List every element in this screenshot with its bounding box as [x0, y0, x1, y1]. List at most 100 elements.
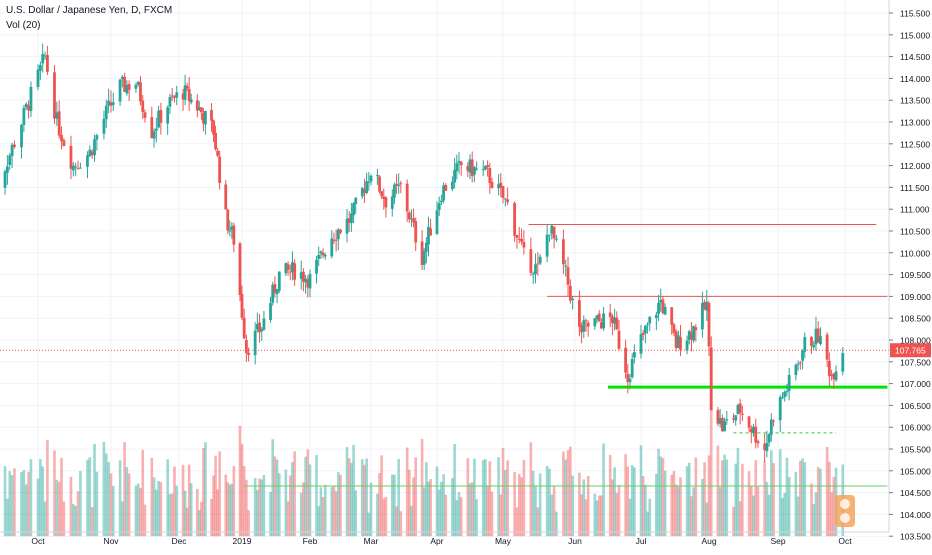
candle-body[interactable]	[690, 332, 693, 340]
candle-body[interactable]	[816, 328, 820, 343]
candle-body[interactable]	[308, 273, 312, 289]
candle-body[interactable]	[641, 332, 645, 335]
candle-body[interactable]	[382, 196, 386, 199]
candle-body[interactable]	[125, 84, 129, 94]
candle-body[interactable]	[319, 251, 323, 254]
candle-body[interactable]	[159, 109, 163, 123]
candle-body[interactable]	[216, 150, 220, 156]
candle-body[interactable]	[354, 197, 358, 205]
candle-body[interactable]	[201, 112, 205, 124]
candle-body[interactable]	[654, 314, 658, 319]
candle-body[interactable]	[611, 316, 614, 324]
candle-body[interactable]	[626, 373, 630, 383]
candle-body[interactable]	[378, 176, 381, 192]
candle-body[interactable]	[613, 317, 616, 324]
candle-body[interactable]	[459, 161, 463, 166]
candle-body[interactable]	[584, 320, 588, 322]
candle-body[interactable]	[663, 307, 667, 315]
candle-body[interactable]	[199, 107, 203, 113]
candle-body[interactable]	[798, 362, 802, 364]
candle-body[interactable]	[841, 353, 845, 372]
candle-body[interactable]	[299, 272, 303, 279]
candle-body[interactable]	[260, 329, 264, 332]
candle-body[interactable]	[321, 252, 325, 256]
candle-body[interactable]	[43, 55, 47, 57]
candle-body[interactable]	[615, 317, 619, 330]
candle-body[interactable]	[363, 189, 366, 194]
candle-body[interactable]	[812, 345, 816, 348]
candle-body[interactable]	[247, 352, 250, 355]
candle-body[interactable]	[534, 264, 537, 275]
candle-body[interactable]	[515, 234, 519, 238]
candle-body[interactable]	[473, 167, 476, 175]
candle-body[interactable]	[497, 184, 500, 189]
candle-body[interactable]	[330, 238, 334, 257]
candle-body[interactable]	[814, 328, 818, 345]
candle-body[interactable]	[732, 418, 735, 420]
candle-body[interactable]	[57, 111, 61, 136]
candle-body[interactable]	[659, 299, 663, 303]
candle-body[interactable]	[736, 404, 740, 415]
candle-body[interactable]	[787, 375, 791, 391]
candle-body[interactable]	[380, 191, 384, 197]
candle-body[interactable]	[506, 199, 510, 203]
candle-body[interactable]	[783, 391, 787, 397]
candle-body[interactable]	[442, 185, 445, 201]
candle-body[interactable]	[772, 420, 775, 422]
candle-body[interactable]	[709, 347, 713, 411]
candle-body[interactable]	[617, 330, 621, 349]
candle-body[interactable]	[600, 322, 603, 329]
candle-body[interactable]	[734, 415, 738, 421]
candle-body[interactable]	[86, 155, 89, 167]
candle-body[interactable]	[628, 378, 632, 383]
candle-body[interactable]	[769, 419, 773, 435]
candle-body[interactable]	[275, 289, 279, 295]
candle-body[interactable]	[107, 100, 111, 106]
candle-body[interactable]	[336, 229, 340, 240]
candle-body[interactable]	[334, 239, 338, 241]
candle-body[interactable]	[286, 264, 290, 270]
candle-body[interactable]	[109, 102, 113, 106]
candle-body[interactable]	[195, 100, 199, 111]
candle-body[interactable]	[74, 166, 78, 168]
candle-body[interactable]	[168, 96, 172, 107]
candle-body[interactable]	[210, 110, 213, 121]
candle-body[interactable]	[315, 259, 318, 274]
candle-body[interactable]	[602, 313, 605, 329]
candle-body[interactable]	[304, 278, 308, 283]
candle-body[interactable]	[214, 132, 217, 150]
candle-body[interactable]	[545, 234, 549, 257]
candle-body[interactable]	[393, 184, 396, 198]
candle-body[interactable]	[548, 234, 551, 236]
candle-body[interactable]	[13, 144, 16, 147]
candle-body[interactable]	[284, 262, 288, 274]
candle-body[interactable]	[258, 322, 261, 333]
candle-body[interactable]	[242, 317, 246, 339]
candle-body[interactable]	[36, 69, 40, 88]
candle-body[interactable]	[740, 413, 744, 415]
candle-body[interactable]	[111, 102, 115, 105]
candle-body[interactable]	[230, 226, 234, 230]
candle-body[interactable]	[27, 105, 30, 111]
candle-body[interactable]	[104, 105, 108, 120]
candle-body[interactable]	[22, 107, 26, 126]
candle-body[interactable]	[20, 124, 23, 148]
candle-body[interactable]	[597, 313, 601, 322]
candle-body[interactable]	[555, 238, 558, 240]
candle-body[interactable]	[253, 330, 257, 356]
candle-body[interactable]	[118, 79, 122, 102]
candle-body[interactable]	[367, 181, 371, 183]
candle-body[interactable]	[475, 168, 478, 170]
candle-body[interactable]	[716, 410, 720, 424]
candle-body[interactable]	[801, 350, 804, 361]
candle-body[interactable]	[420, 241, 424, 266]
candle-body[interactable]	[3, 171, 7, 188]
candle-body[interactable]	[705, 301, 709, 311]
candle-body[interactable]	[55, 112, 59, 119]
candle-body[interactable]	[175, 92, 179, 98]
candle-body[interactable]	[718, 417, 722, 424]
candle-body[interactable]	[687, 331, 691, 341]
candle-body[interactable]	[752, 426, 755, 433]
candle-body[interactable]	[830, 375, 833, 377]
candle-body[interactable]	[796, 363, 800, 365]
